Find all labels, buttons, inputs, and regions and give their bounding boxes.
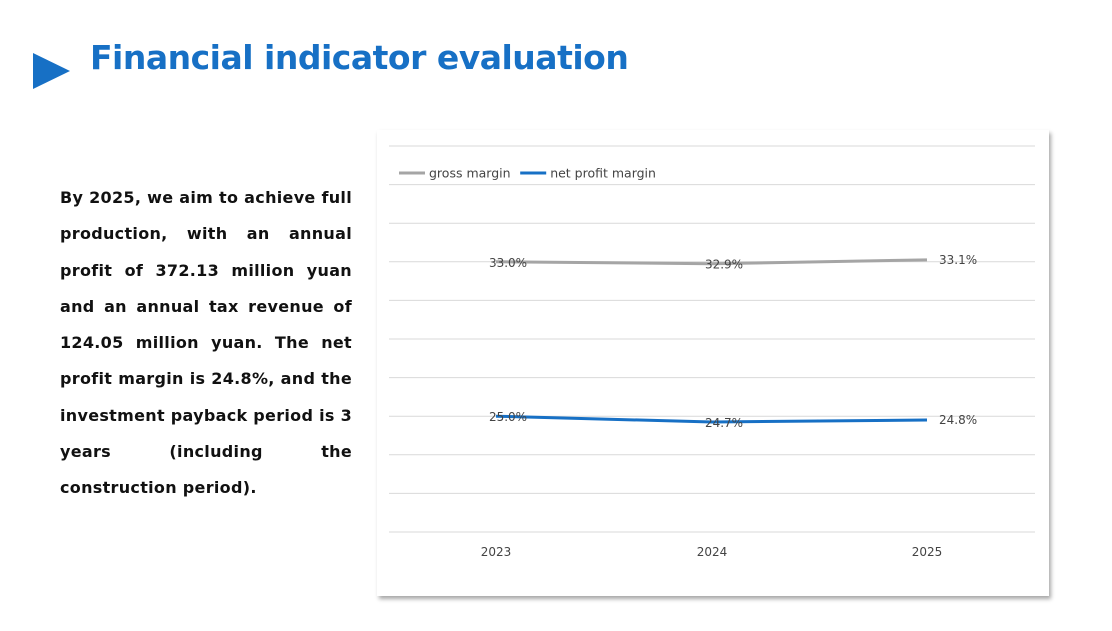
data-label: 33.0% <box>489 256 527 270</box>
title-arrow-icon <box>33 53 70 89</box>
legend-label: net profit margin <box>550 166 656 181</box>
summary-text: By 2025, we aim to achieve full producti… <box>60 188 352 498</box>
chart-canvas: 2023 2024 2025 gross margin net profit margi… <box>389 145 1035 559</box>
data-label: 24.7% <box>705 416 743 430</box>
data-label: 25.0% <box>489 410 527 424</box>
series-line <box>495 414 928 424</box>
data-label: 33.1% <box>939 253 977 267</box>
legend-label: gross margin <box>429 166 511 181</box>
page-title: Financial indicator evaluation <box>90 38 629 77</box>
x-tick-label: 2024 <box>697 545 728 559</box>
x-tick-label: 2025 <box>912 545 943 559</box>
series-line <box>495 258 928 266</box>
data-label: 32.9% <box>705 258 743 272</box>
x-tick-label: 2023 <box>481 545 512 559</box>
line-chart: 2023 2024 2025 gross margin net profit margi… <box>377 130 1049 596</box>
data-label: 24.8% <box>939 413 977 427</box>
